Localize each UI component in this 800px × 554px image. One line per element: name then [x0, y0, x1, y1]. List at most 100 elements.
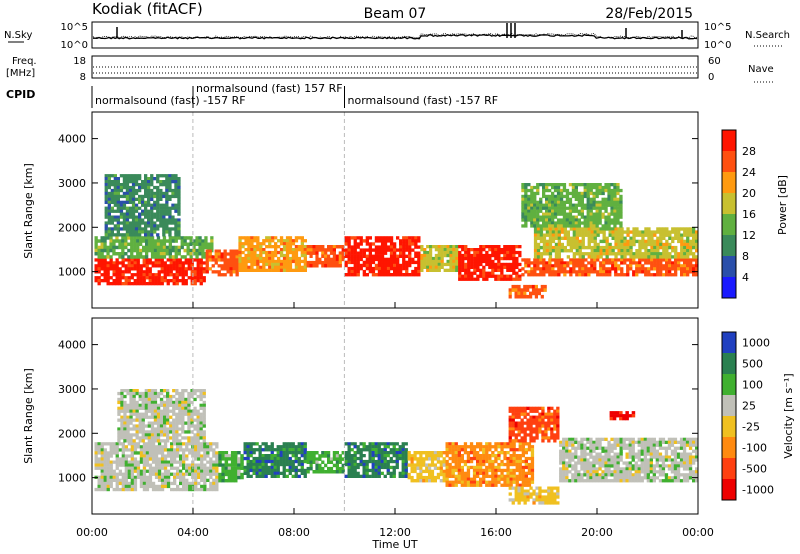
heatmap-cell — [122, 185, 127, 190]
heatmap-cell — [416, 451, 420, 455]
heatmap-cell — [212, 466, 216, 470]
heatmap-cell — [454, 456, 458, 461]
heatmap-cell — [586, 206, 590, 210]
heatmap-cell — [106, 261, 110, 265]
heatmap-cell — [356, 456, 360, 461]
heatmap-cell — [488, 262, 492, 267]
heatmap-cell — [159, 245, 164, 250]
heatmap-cell — [602, 245, 606, 250]
heatmap-cell — [193, 406, 197, 410]
heatmap-cell — [671, 273, 675, 277]
heatmap-cell — [160, 451, 165, 455]
heatmap-cell — [136, 466, 141, 470]
heatmap-cell — [235, 261, 239, 265]
heatmap-cell — [321, 470, 325, 474]
heatmap-cell — [527, 215, 531, 219]
heatmap-cell — [466, 451, 471, 455]
heatmap-cell — [545, 252, 550, 256]
heatmap-cell — [288, 250, 293, 255]
heatmap-cell — [297, 462, 301, 467]
heatmap-cell — [583, 215, 587, 219]
heatmap-cell — [133, 469, 138, 473]
heatmap-cell — [144, 183, 148, 187]
heatmap-cell — [191, 448, 195, 452]
heatmap-cell — [122, 180, 127, 184]
heatmap-cell — [128, 188, 133, 193]
heatmap-cell — [127, 276, 131, 280]
heatmap-cell — [150, 245, 155, 250]
heatmap-cell — [177, 230, 181, 234]
heatmap-cell — [695, 261, 699, 265]
heatmap-cell — [168, 218, 172, 222]
heatmap-cell — [147, 436, 151, 440]
heatmap-cell — [439, 460, 443, 464]
heatmap-cell — [125, 188, 130, 193]
heatmap-cell — [271, 250, 275, 255]
heatmap-cell — [133, 258, 137, 262]
heatmap-cell — [647, 239, 651, 244]
heatmap-cell — [503, 253, 507, 258]
heatmap-cell — [614, 270, 618, 274]
heatmap-cell — [506, 248, 510, 252]
heatmap-cell — [264, 462, 268, 467]
heatmap-cell — [188, 484, 192, 489]
heatmap-cell — [437, 245, 441, 249]
heatmap-cell — [267, 465, 271, 470]
heatmap-cell — [607, 200, 611, 204]
heatmap-cell — [109, 248, 113, 253]
heatmap-cell — [106, 457, 110, 461]
heatmap-cell — [288, 468, 292, 473]
heatmap-cell — [187, 439, 191, 443]
heatmap-cell — [607, 203, 611, 207]
heatmap-cell — [117, 409, 121, 413]
heatmap-cell — [103, 457, 107, 461]
heatmap-cell — [182, 460, 186, 464]
heatmap-cell — [440, 245, 444, 249]
heatmap-cell — [526, 288, 530, 292]
heatmap-cell — [180, 236, 184, 240]
heatmap-cell — [485, 465, 489, 470]
heatmap-cell — [575, 239, 579, 244]
heatmap-cell — [463, 448, 468, 452]
heatmap-cell — [517, 288, 521, 292]
heatmap-cell — [124, 258, 128, 262]
heatmap-cell — [653, 264, 657, 268]
heatmap-cell — [163, 454, 168, 458]
heatmap-cell — [288, 259, 293, 264]
heatmap-cell — [574, 218, 578, 222]
heatmap-cell — [429, 268, 433, 272]
heatmap-cell — [171, 194, 175, 199]
heatmap-cell — [106, 270, 110, 274]
heatmap-cell — [350, 269, 354, 274]
heatmap-cell — [668, 233, 672, 237]
heatmap-cell — [545, 200, 549, 204]
heatmap-cell — [677, 258, 681, 262]
heatmap-cell — [103, 463, 107, 467]
heatmap-cell — [568, 224, 573, 228]
heatmap-cell — [563, 233, 567, 237]
heatmap-cell — [386, 459, 390, 464]
heatmap-cell — [439, 451, 443, 455]
heatmap-cell — [159, 188, 163, 193]
heatmap-cell — [517, 284, 521, 289]
heatmap-cell — [629, 261, 633, 265]
heatmap-cell — [241, 250, 245, 255]
heatmap-cell — [279, 445, 283, 449]
heatmap-cell — [141, 230, 145, 234]
heatmap-cell — [347, 451, 351, 455]
heatmap-cell — [265, 259, 269, 264]
heatmap-cell — [414, 245, 418, 249]
heatmap-cell — [571, 215, 576, 219]
heatmap-cell — [134, 221, 139, 225]
heatmap-cell — [110, 206, 114, 210]
heatmap-cell — [674, 236, 678, 240]
heatmap-cell — [127, 261, 131, 265]
heatmap-cell — [193, 267, 197, 271]
heatmap-cell — [141, 406, 145, 410]
heatmap-cell — [577, 209, 581, 213]
heatmap-cell — [277, 259, 281, 264]
heatmap-cell — [145, 252, 149, 256]
heatmap-cell — [377, 273, 382, 277]
heatmap-cell — [560, 230, 564, 234]
heatmap-cell — [374, 273, 379, 277]
